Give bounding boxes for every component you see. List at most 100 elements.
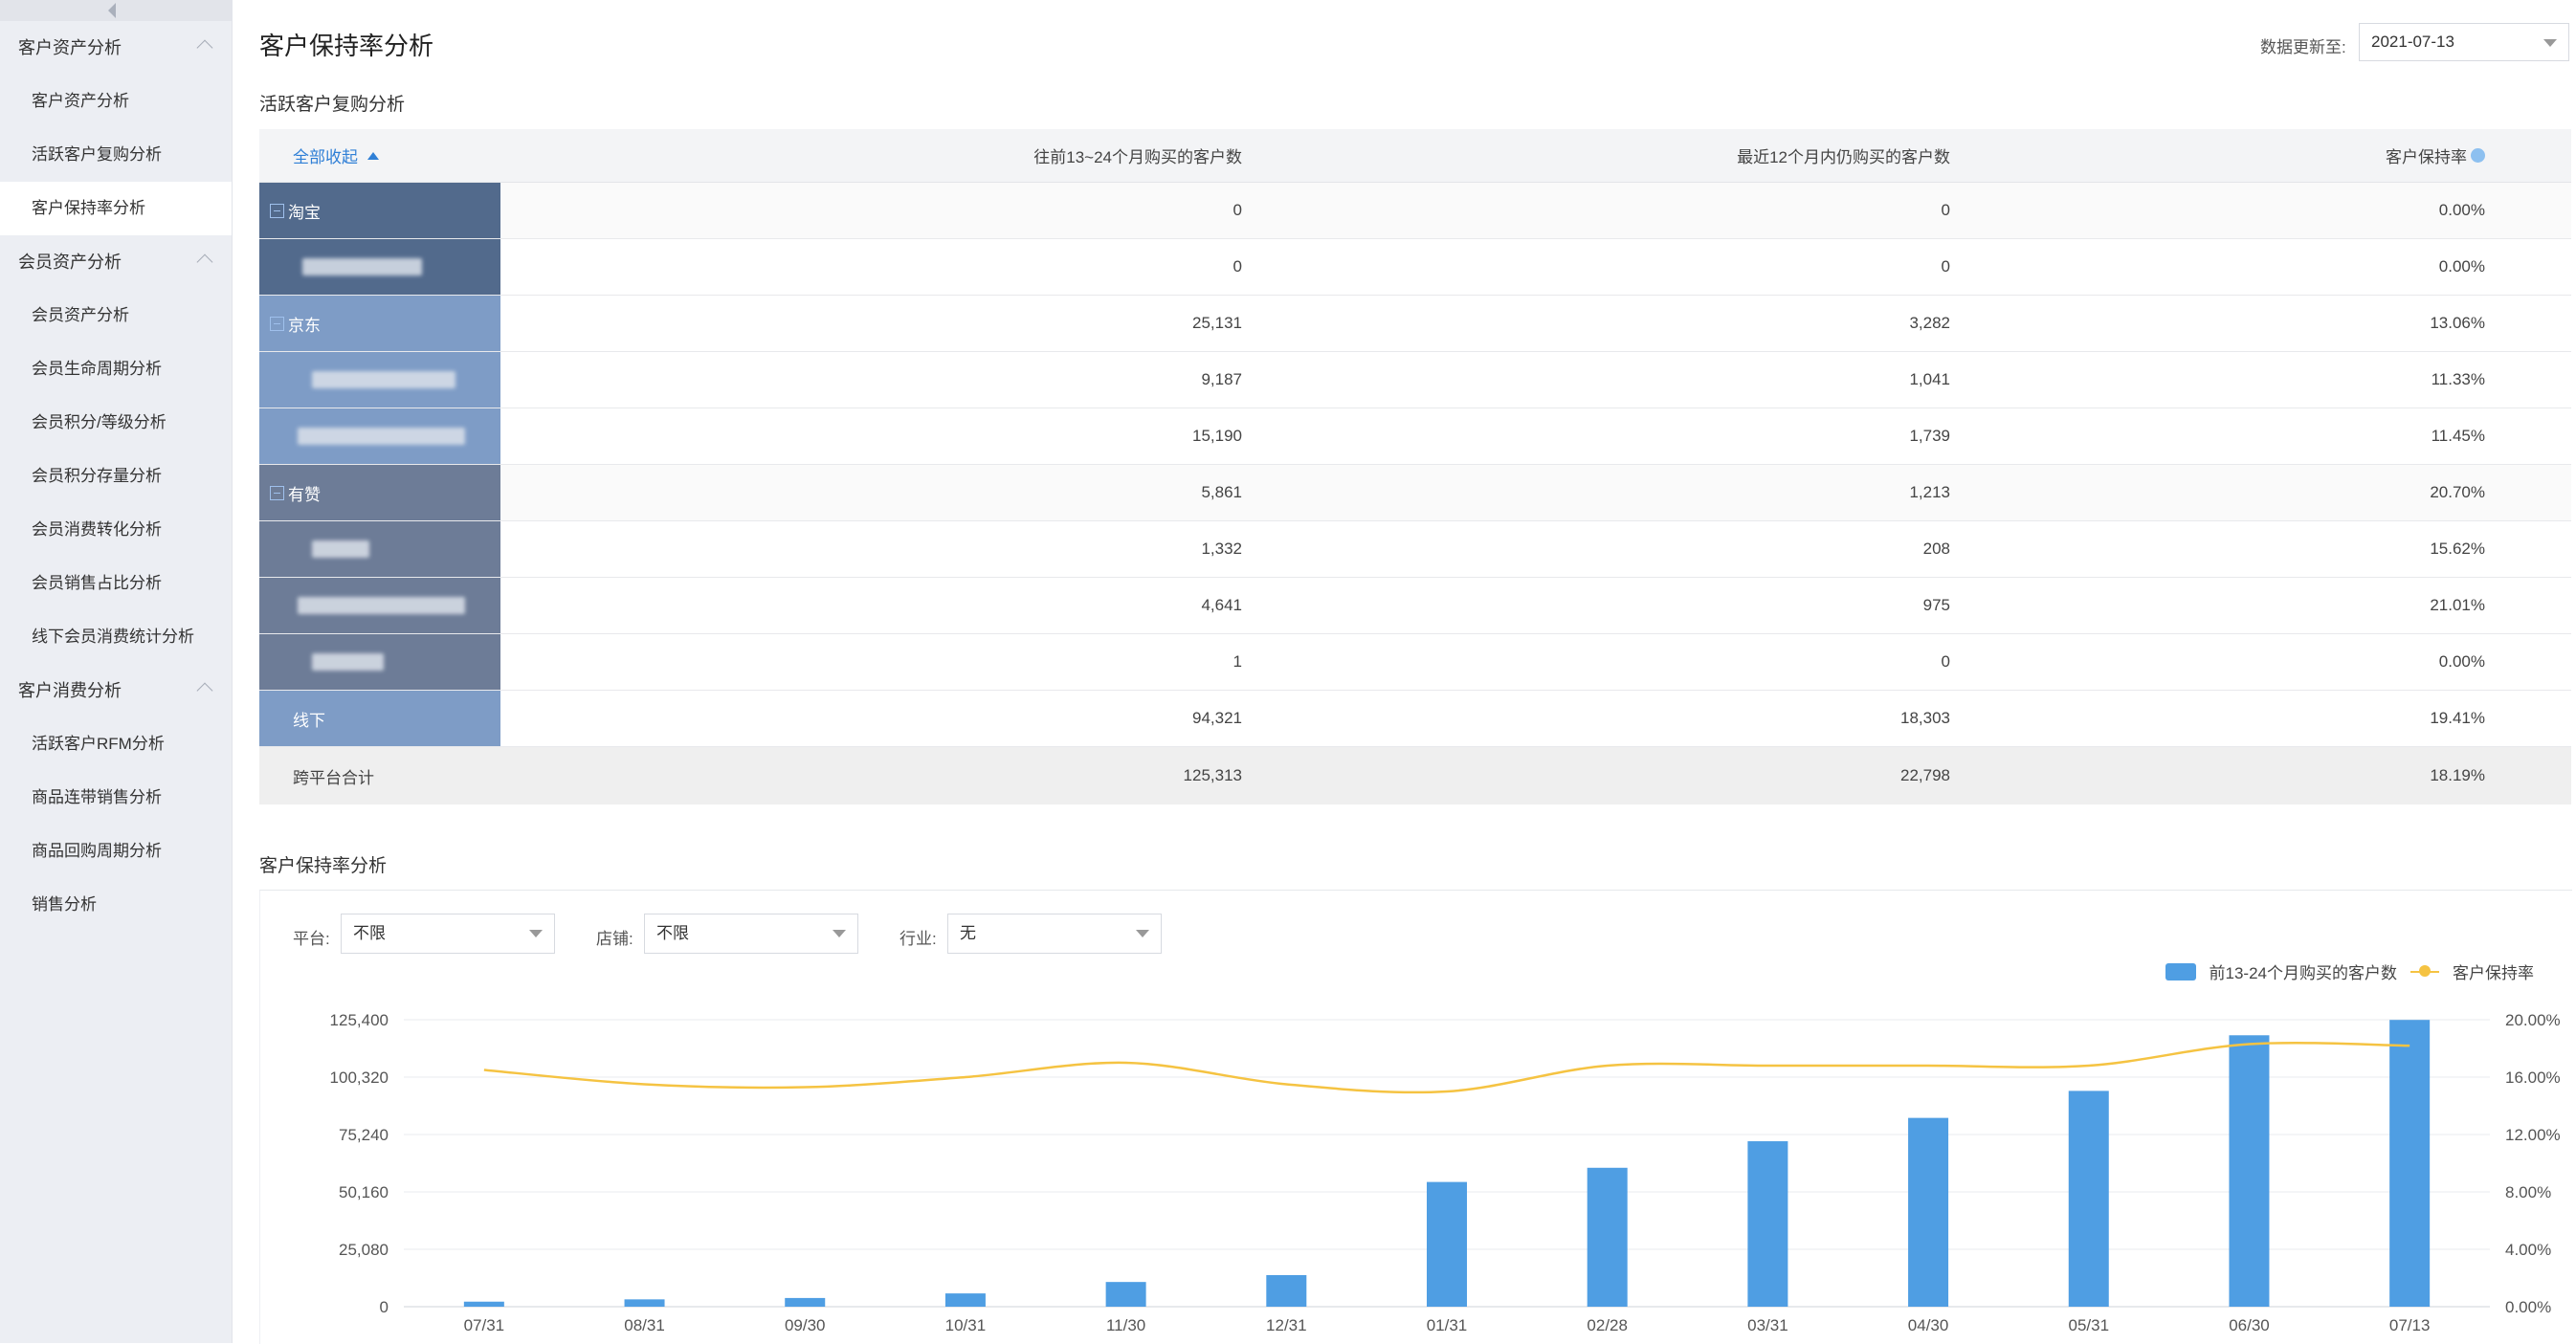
- row-label-text: 线下: [293, 711, 325, 730]
- caret-down-icon: [1136, 930, 1149, 937]
- y-left-tick-label: 50,160: [339, 1183, 389, 1201]
- redacted-store-name: [312, 371, 455, 388]
- filter-industry-value: 无: [960, 924, 976, 942]
- y-right-tick-label: 20.00%: [2505, 1011, 2561, 1029]
- x-tick-label: 08/31: [624, 1316, 665, 1334]
- filter-platform-label: 平台:: [293, 930, 330, 948]
- main-content: 客户保持率分析 数据更新至: 2021-07-13 活跃客户复购分析 全部收起 …: [233, 0, 2576, 1344]
- row-label-store: [259, 408, 500, 464]
- x-tick-label: 01/31: [1427, 1316, 1468, 1334]
- sidebar-group-label: 客户消费分析: [18, 681, 122, 700]
- y-left-tick-label: 100,320: [330, 1069, 389, 1087]
- table-section-title: 活跃客户复购分析: [259, 95, 406, 115]
- redacted-store-name: [298, 597, 465, 614]
- sidebar-group-label: 会员资产分析: [18, 253, 122, 272]
- y-right-tick-label: 12.00%: [2505, 1126, 2561, 1144]
- filter-store-select[interactable]: 不限: [644, 914, 858, 954]
- cell-recent-buyers: 208: [1922, 540, 1950, 558]
- table-row: 9,187 1,041 11.33%: [259, 352, 2571, 408]
- collapse-icon[interactable]: [270, 203, 284, 218]
- sidebar-item-customer-assets[interactable]: 客户资产分析: [32, 92, 129, 110]
- x-tick-label: 10/31: [945, 1316, 987, 1334]
- cell-prev-buyers: 0: [1232, 257, 1242, 275]
- table-row: 有赞 5,861 1,213 20.70%: [259, 465, 2571, 521]
- cell-prev-buyers: 15,190: [1192, 427, 1242, 445]
- retention-chart-panel: 平台: 不限 店铺: 不限 行业: 无 前13-24个月购买的客户数 客户保持率…: [259, 890, 2572, 1344]
- chevron-up-icon: [196, 253, 213, 271]
- retention-line: [483, 1042, 2410, 1094]
- filter-platform-select[interactable]: 不限: [341, 914, 555, 954]
- caret-down-icon: [2543, 39, 2557, 47]
- chart-bar: [785, 1297, 826, 1307]
- sidebar-item-sales[interactable]: 销售分析: [32, 895, 97, 914]
- table-row: 0 0 0.00%: [259, 239, 2571, 296]
- cell-recent-buyers: 0: [1941, 201, 1950, 219]
- cell-retention: 0.00%: [2438, 257, 2485, 275]
- redacted-store-name: [312, 540, 369, 558]
- update-date-select[interactable]: 2021-07-13: [2359, 23, 2569, 61]
- filter-store-value: 不限: [656, 924, 689, 942]
- cell-retention: 21.01%: [2430, 596, 2485, 614]
- x-tick-label: 02/28: [1587, 1316, 1628, 1334]
- cell-recent-buyers: 0: [1941, 652, 1950, 671]
- row-label-total: 跨平台合计: [293, 768, 374, 787]
- legend-line-swatch[interactable]: [2410, 964, 2439, 977]
- sidebar-item-offline-member-stats[interactable]: 线下会员消费统计分析: [32, 628, 194, 646]
- update-label: 数据更新至:: [2260, 38, 2346, 56]
- row-label-store: [259, 352, 500, 408]
- collapse-icon[interactable]: [270, 485, 284, 500]
- collapse-icon[interactable]: [270, 316, 284, 331]
- x-tick-label: 05/31: [2068, 1316, 2109, 1334]
- table-row: 1,332 208 15.62%: [259, 521, 2571, 578]
- sidebar-group-consumption[interactable]: 客户消费分析: [0, 664, 232, 717]
- sidebar-item-retention[interactable]: 客户保持率分析: [0, 182, 232, 235]
- sidebar-item-member-conversion[interactable]: 会员消费转化分析: [32, 520, 162, 539]
- sidebar-item-active-repurchase[interactable]: 活跃客户复购分析: [32, 145, 162, 164]
- sidebar-item-member-sales-share[interactable]: 会员销售占比分析: [32, 574, 162, 592]
- chart-bar: [1427, 1181, 1467, 1307]
- chevron-up-icon: [196, 39, 213, 56]
- cell-recent-buyers: 0: [1941, 257, 1950, 275]
- row-label-text: 淘宝: [288, 203, 321, 222]
- table-total-row: 跨平台合计 125,313 22,798 18.19%: [259, 747, 2571, 804]
- row-label-youzan[interactable]: 有赞: [259, 465, 500, 520]
- retention-chart: 125,400 20.00% 100,320 16.00% 75,240 12.00% 50…: [330, 1011, 2561, 1334]
- y-left-tick-label: 0: [380, 1298, 389, 1316]
- chart-bar: [1266, 1274, 1307, 1307]
- row-label-jd[interactable]: 京东: [259, 296, 500, 351]
- filter-industry-select[interactable]: 无: [947, 914, 1162, 954]
- sidebar-group-customer-assets[interactable]: 客户资产分析: [0, 21, 232, 75]
- x-tick-label: 03/31: [1747, 1316, 1788, 1334]
- collapse-arrow-icon: [108, 3, 116, 18]
- info-icon[interactable]: [2471, 148, 2485, 163]
- legend-line-label: 客户保持率: [2453, 964, 2534, 982]
- page-title: 客户保持率分析: [259, 32, 434, 60]
- chart-legend: 前13-24个月购买的客户数 客户保持率: [2165, 959, 2534, 983]
- y-right-tick-label: 0.00%: [2505, 1298, 2551, 1316]
- sidebar-item-cross-sell[interactable]: 商品连带销售分析: [32, 788, 162, 806]
- cell-retention: 20.70%: [2430, 483, 2485, 501]
- legend-bar-label: 前13-24个月购买的客户数: [2209, 964, 2397, 982]
- row-label-taobao[interactable]: 淘宝: [259, 183, 500, 238]
- column-header-retention: 客户保持率: [259, 129, 2485, 182]
- sidebar-item-repurchase-cycle[interactable]: 商品回购周期分析: [32, 842, 162, 860]
- caret-down-icon: [529, 930, 543, 937]
- collapse-all-toggle[interactable]: 全部收起: [259, 129, 500, 182]
- sidebar-item-member-points-stock[interactable]: 会员积分存量分析: [32, 467, 162, 485]
- sidebar-item-member-points-level[interactable]: 会员积分/等级分析: [32, 413, 167, 431]
- cell-retention: 18.19%: [2430, 766, 2485, 784]
- sidebar-group-member-assets[interactable]: 会员资产分析: [0, 235, 232, 289]
- sidebar-item-member-lifecycle[interactable]: 会员生命周期分析: [32, 360, 162, 378]
- caret-down-icon: [833, 930, 846, 937]
- repurchase-table: 全部收起 往前13~24个月购买的客户数 最近12个月内仍购买的客户数 客户保持…: [259, 129, 2571, 804]
- sidebar: 客户资产分析 客户资产分析 活跃客户复购分析 客户保持率分析 会员资产分析 会员…: [0, 0, 233, 1343]
- sidebar-item-member-assets[interactable]: 会员资产分析: [32, 306, 129, 324]
- cell-recent-buyers: 22,798: [1900, 766, 1950, 784]
- legend-bar-swatch[interactable]: [2165, 962, 2196, 980]
- sidebar-item-rfm[interactable]: 活跃客户RFM分析: [32, 735, 165, 753]
- y-right-tick-label: 8.00%: [2505, 1183, 2551, 1201]
- table-header-row: 全部收起 往前13~24个月购买的客户数 最近12个月内仍购买的客户数 客户保持…: [259, 129, 2571, 183]
- sidebar-collapse-button[interactable]: [0, 0, 232, 21]
- x-tick-label: 09/30: [785, 1316, 826, 1334]
- x-tick-label: 04/30: [1908, 1316, 1949, 1334]
